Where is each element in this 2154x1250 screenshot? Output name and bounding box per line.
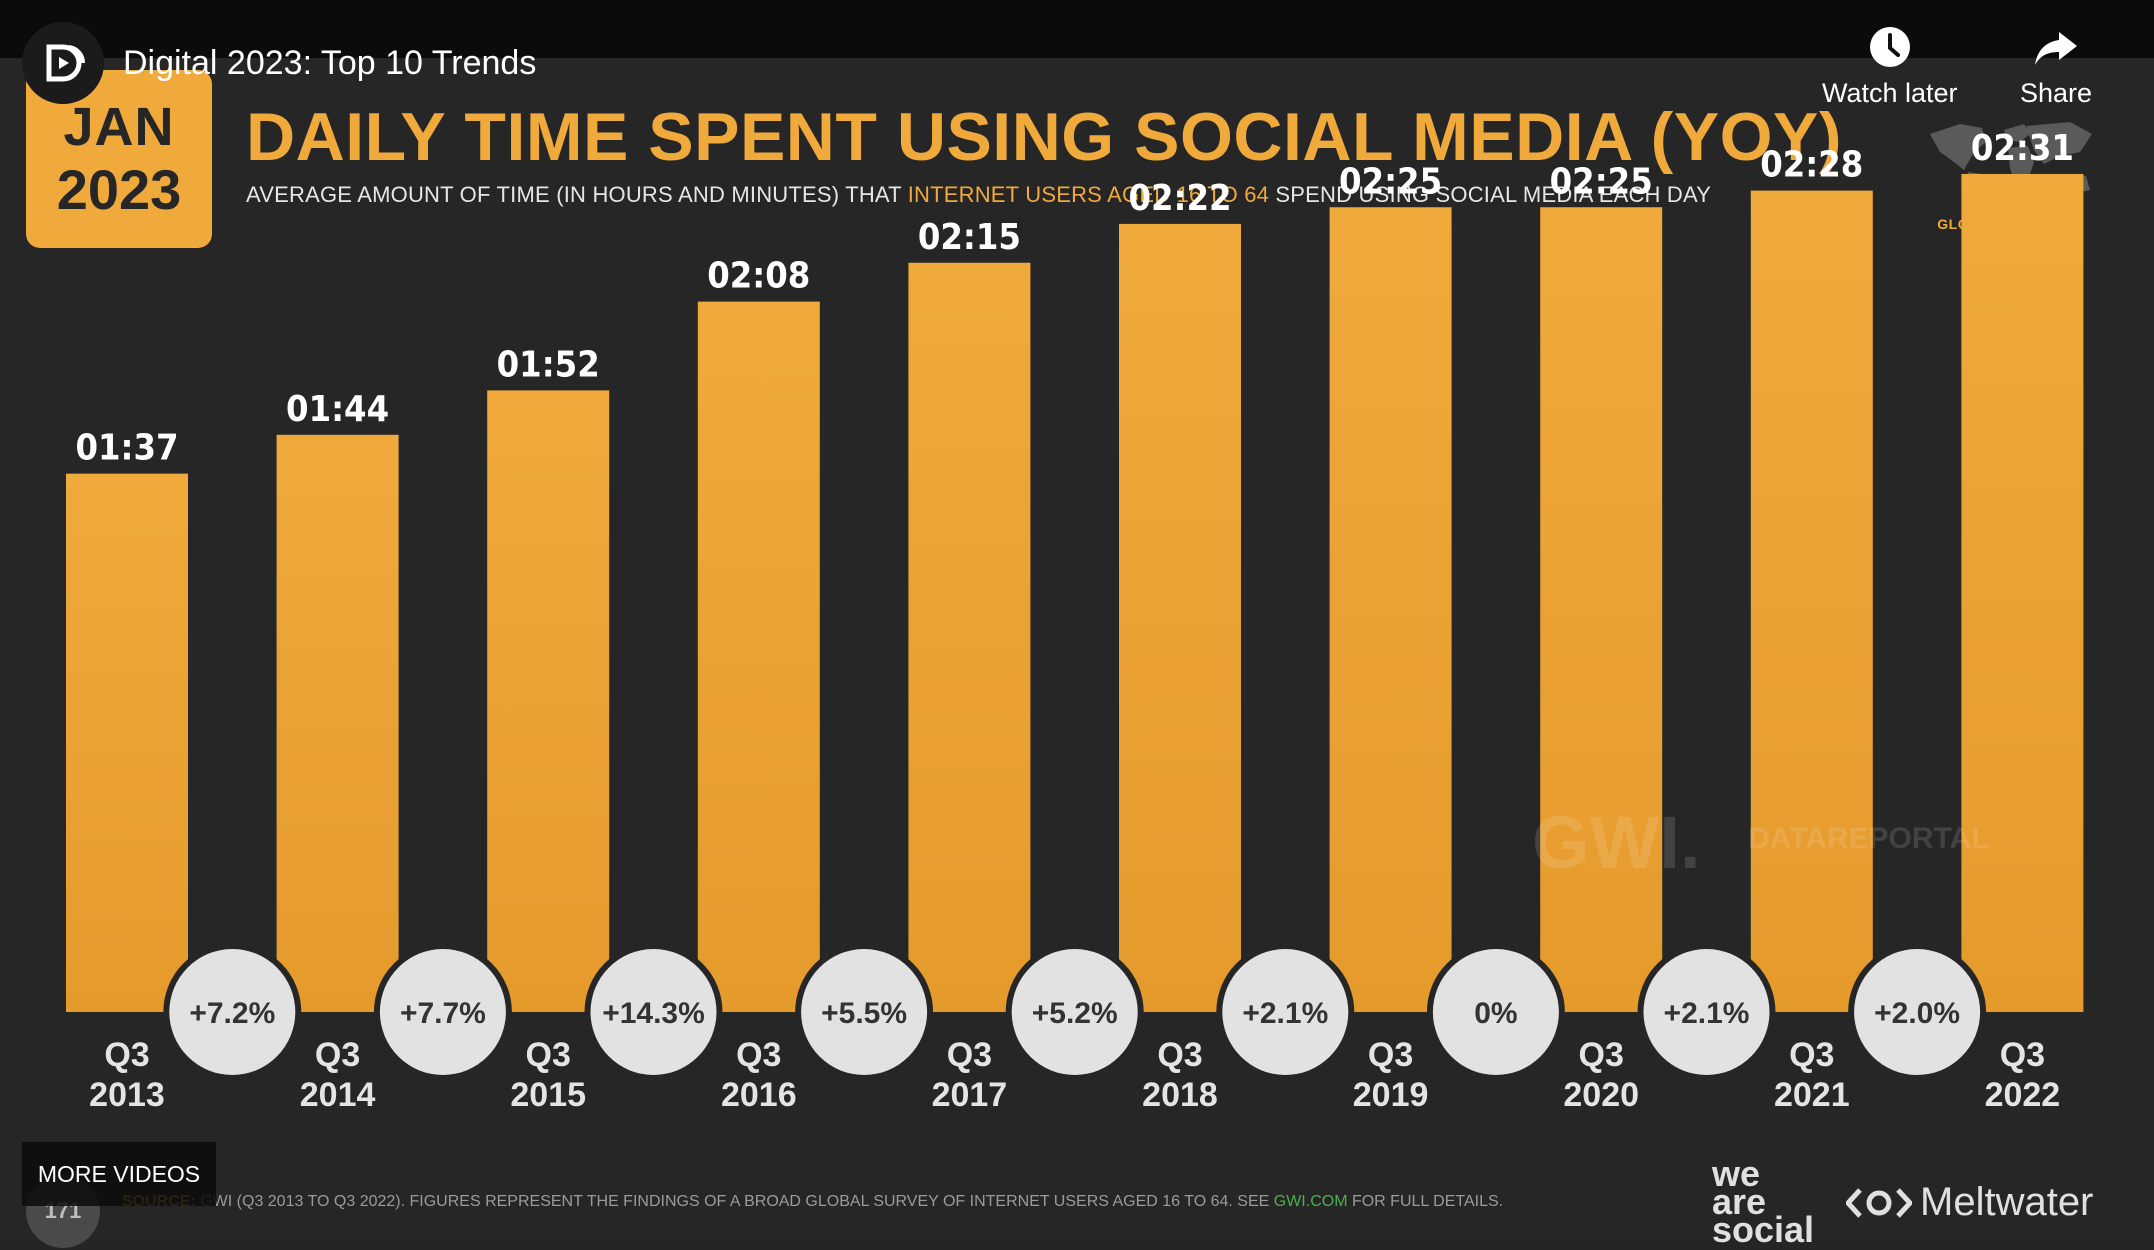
bar bbox=[1961, 173, 2084, 1012]
category-label: 2018 bbox=[1142, 1076, 1218, 1114]
change-label: +5.5% bbox=[821, 997, 907, 1030]
bar bbox=[66, 473, 188, 1012]
change-bubble bbox=[1854, 949, 1981, 1075]
slide-subtitle: AVERAGE AMOUNT OF TIME (IN HOURS AND MIN… bbox=[246, 182, 1711, 208]
category-label: Q3 bbox=[315, 1036, 360, 1074]
watch-later-label: Watch later bbox=[1822, 78, 1958, 108]
bar-value-label: 02:22 bbox=[1128, 178, 1231, 219]
bar-value-label: 01:37 bbox=[75, 428, 178, 469]
change-bubble bbox=[379, 949, 506, 1075]
category-label: Q3 bbox=[1157, 1036, 1202, 1074]
watch-later-button[interactable]: Watch later bbox=[1822, 24, 1958, 109]
change-bubble bbox=[1643, 949, 1770, 1075]
change-bubble bbox=[590, 949, 717, 1075]
bar bbox=[487, 390, 610, 1012]
brand-social: social bbox=[1712, 1209, 1815, 1250]
category-label: Q3 bbox=[1579, 1036, 1624, 1074]
bar bbox=[1329, 207, 1452, 1012]
category-label: 2022 bbox=[1985, 1076, 2061, 1114]
meltwater-text: Meltwater bbox=[1920, 1180, 2094, 1224]
brand-are: are bbox=[1712, 1181, 1767, 1223]
bar-value-label: 02:31 bbox=[1971, 128, 2074, 169]
source-note: SOURCE: GWI (Q3 2013 TO Q3 2022). FIGURE… bbox=[122, 1193, 1503, 1211]
category-label: Q3 bbox=[736, 1036, 781, 1074]
subtitle-post: SPEND USING SOCIAL MEDIA EACH DAY bbox=[1269, 182, 1712, 207]
meltwater-mark-icon bbox=[1846, 1187, 1912, 1218]
meltwater-logo: Meltwater bbox=[1846, 1180, 2093, 1225]
change-label: +7.2% bbox=[189, 997, 275, 1030]
category-label: 2015 bbox=[510, 1076, 586, 1114]
bar bbox=[1119, 223, 1241, 1012]
bar bbox=[908, 262, 1031, 1012]
category-label: 2020 bbox=[1563, 1076, 1639, 1114]
source-link[interactable]: GWI.COM bbox=[1273, 1193, 1348, 1210]
category-label: 2021 bbox=[1774, 1076, 1850, 1114]
category-label: Q3 bbox=[1789, 1036, 1834, 1074]
category-label: Q3 bbox=[2000, 1036, 2045, 1074]
bar-value-label: 02:25 bbox=[1550, 161, 1653, 202]
datareportal-logo-icon bbox=[46, 44, 86, 82]
share-button[interactable]: Share bbox=[2020, 24, 2092, 109]
change-label: +2.1% bbox=[1242, 997, 1328, 1030]
slide-title: DAILY TIME SPENT USING SOCIAL MEDIA (YOY… bbox=[246, 99, 1843, 175]
change-label: +2.0% bbox=[1874, 997, 1960, 1030]
subtitle-pre: AVERAGE AMOUNT OF TIME (IN HOURS AND MIN… bbox=[246, 182, 908, 207]
bar-chart: 01:37Q3201301:44Q3201401:52Q3201502:08Q3… bbox=[66, 128, 2084, 1114]
gwi-watermark: GWI. bbox=[1532, 801, 1701, 884]
we-are-social-logo: we are social bbox=[1712, 1153, 1832, 1250]
bar bbox=[276, 434, 399, 1012]
bar-value-label: 02:08 bbox=[707, 256, 810, 297]
bar-value-label: 01:44 bbox=[286, 389, 389, 430]
date-badge: JAN 2023 bbox=[26, 70, 212, 248]
date-month: JAN bbox=[63, 97, 175, 157]
more-videos-button[interactable]: MORE VIDEOS bbox=[22, 1142, 216, 1206]
category-label: 2016 bbox=[721, 1076, 797, 1114]
share-label: Share bbox=[2020, 78, 2093, 108]
change-bubble bbox=[1222, 949, 1349, 1075]
change-bubble bbox=[801, 949, 928, 1075]
bar bbox=[1540, 207, 1663, 1012]
change-label: +5.2% bbox=[1032, 997, 1118, 1030]
category-label: Q3 bbox=[947, 1036, 992, 1074]
change-bubble bbox=[169, 949, 296, 1075]
category-label: 2019 bbox=[1353, 1076, 1429, 1114]
brand-we: we bbox=[1712, 1153, 1761, 1194]
category-label: Q3 bbox=[526, 1036, 571, 1074]
bar-value-label: 02:25 bbox=[1339, 161, 1442, 202]
datareportal-watermark: DATAREPORTAL bbox=[1748, 822, 1990, 855]
clock-icon bbox=[1869, 27, 1910, 67]
change-label: 0% bbox=[1474, 997, 1517, 1030]
category-label: 2013 bbox=[89, 1076, 165, 1114]
change-label: +7.7% bbox=[400, 997, 486, 1030]
bar-value-label: 01:52 bbox=[497, 344, 600, 385]
change-label: +2.1% bbox=[1664, 997, 1750, 1030]
bar-value-label: 02:15 bbox=[918, 217, 1021, 258]
share-arrow-icon bbox=[2035, 32, 2078, 65]
category-label: 2017 bbox=[932, 1076, 1008, 1114]
source-tail: FOR FULL DETAILS. bbox=[1347, 1193, 1504, 1210]
subtitle-highlight: INTERNET USERS AGED 16 TO 64 bbox=[907, 182, 1270, 207]
change-label: +14.3% bbox=[602, 997, 705, 1030]
channel-avatar[interactable] bbox=[22, 22, 104, 104]
bar-value-label: 02:28 bbox=[1760, 145, 1863, 186]
video-title[interactable]: Digital 2023: Top 10 Trends bbox=[123, 44, 537, 82]
source-text: GWI (Q3 2013 TO Q3 2022). FIGURES REPRES… bbox=[195, 1193, 1274, 1210]
category-label: 2014 bbox=[300, 1076, 376, 1114]
bar bbox=[697, 301, 820, 1013]
category-label: Q3 bbox=[1368, 1036, 1413, 1074]
player-top-bar bbox=[0, 0, 2154, 58]
category-label: Q3 bbox=[104, 1036, 149, 1074]
bar bbox=[1750, 190, 1873, 1013]
change-bubble bbox=[1011, 949, 1138, 1075]
date-year: 2023 bbox=[56, 158, 182, 221]
change-bubble bbox=[1432, 949, 1559, 1075]
